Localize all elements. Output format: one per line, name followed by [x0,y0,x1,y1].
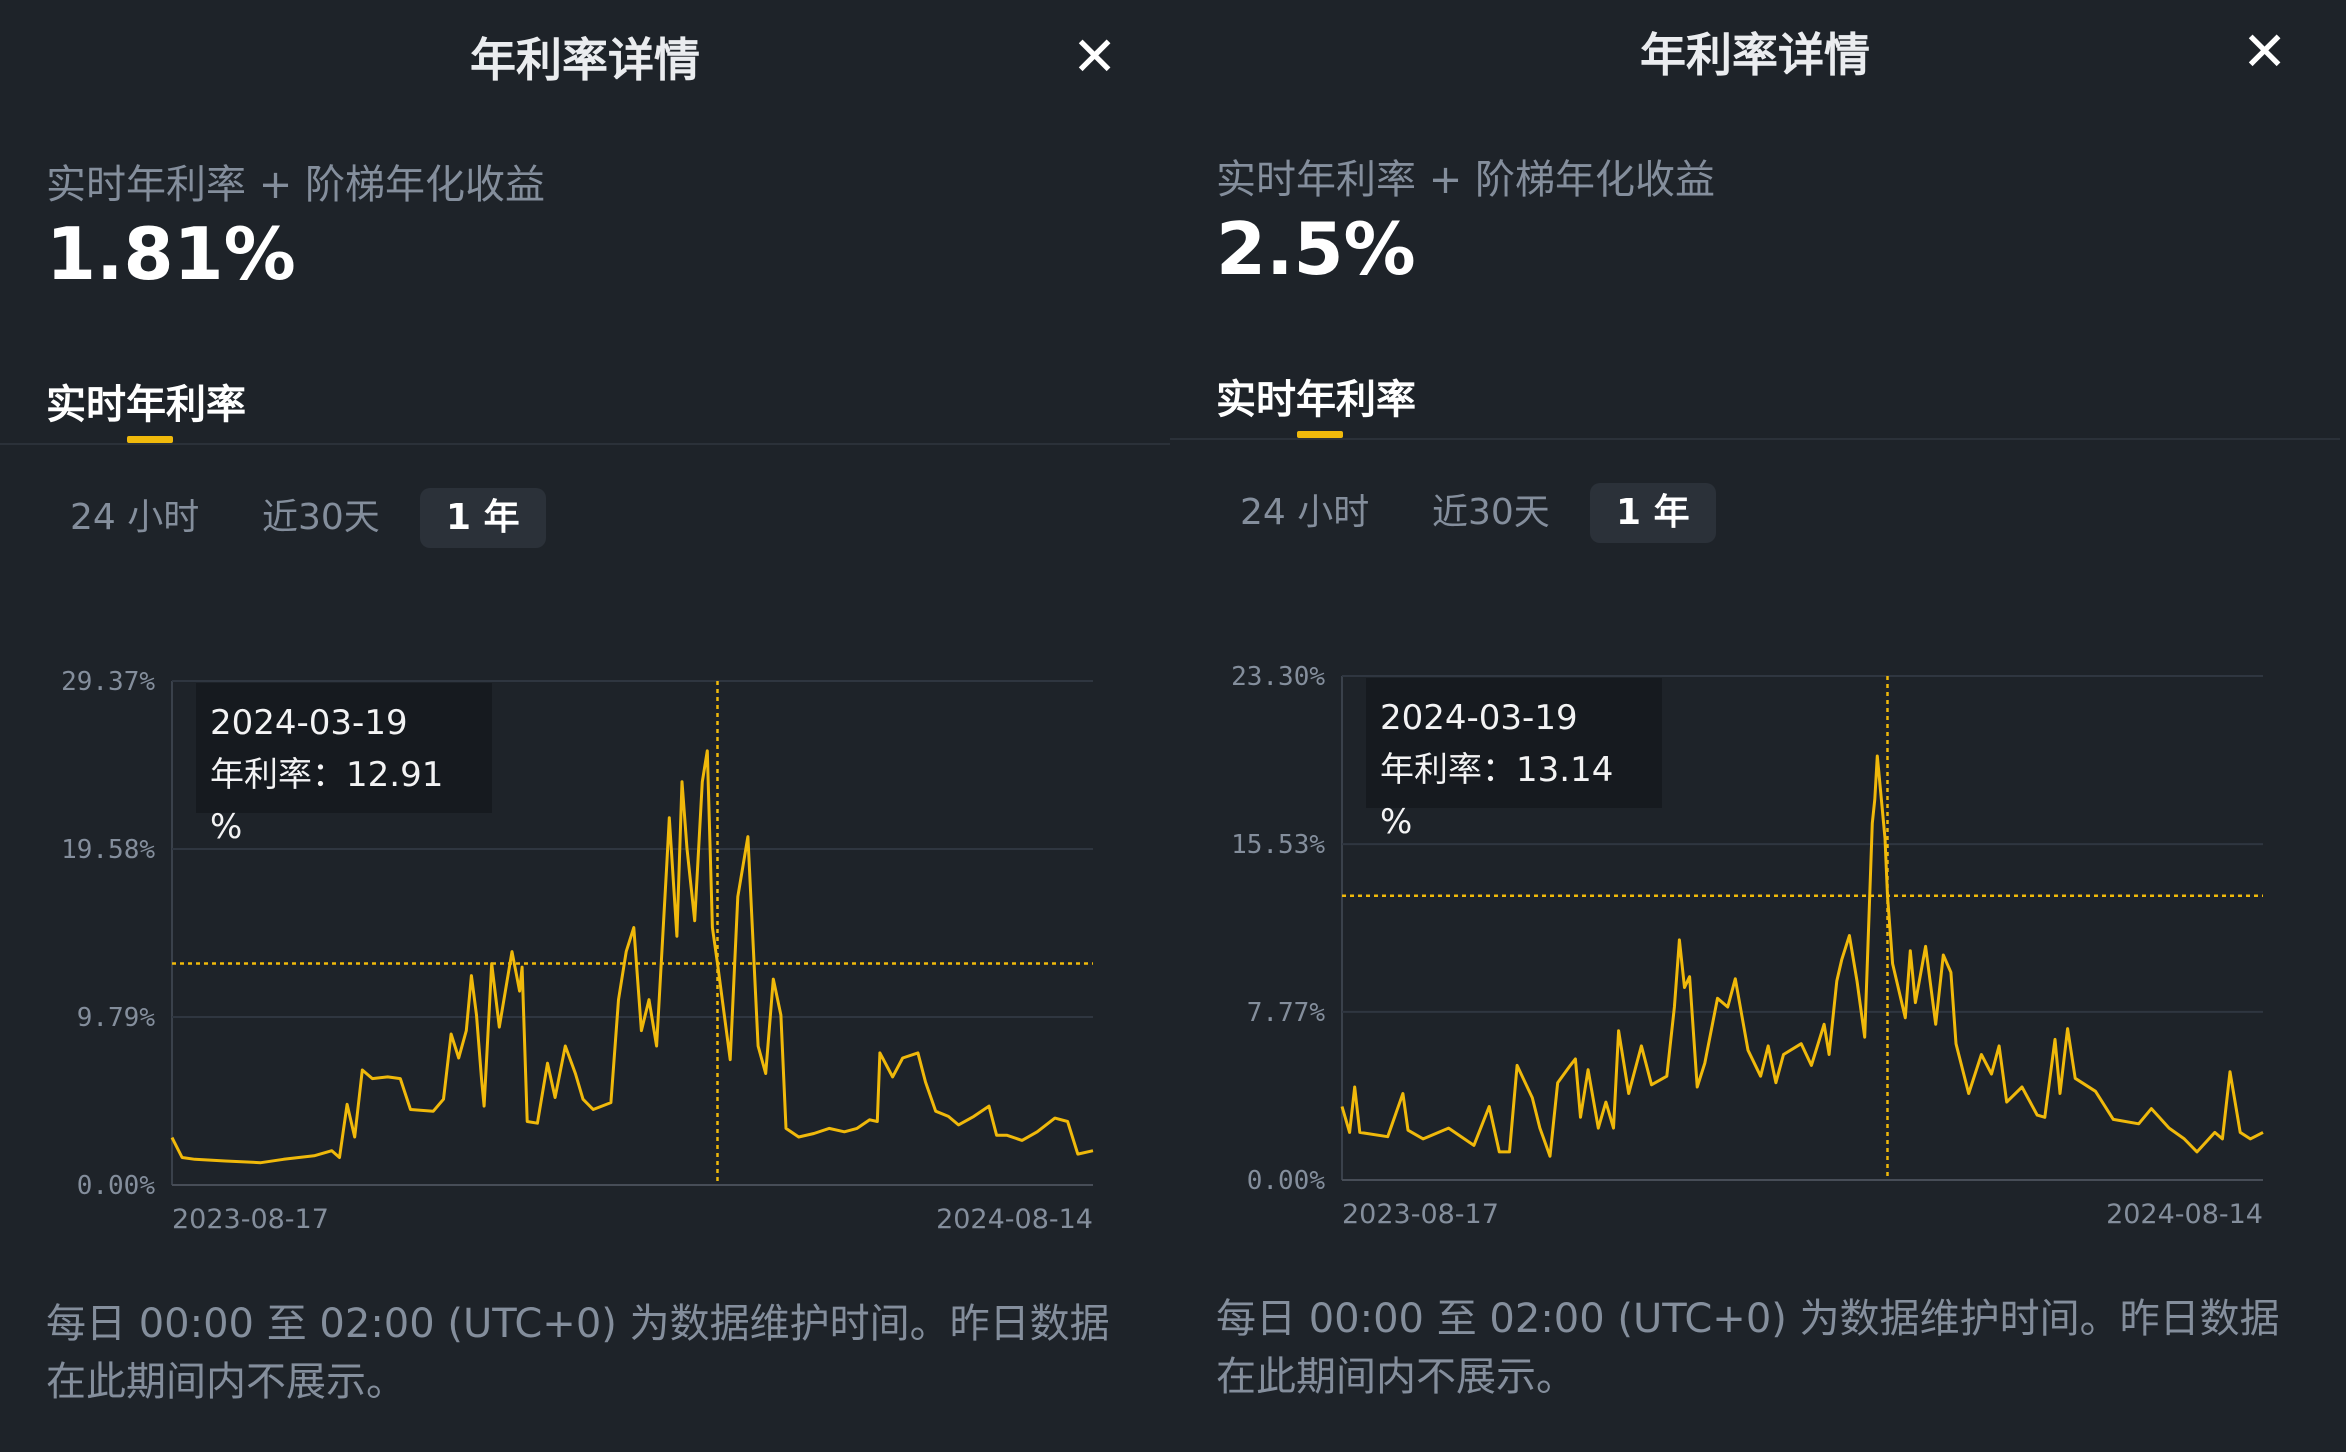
tab-active-indicator [1297,431,1343,438]
x-tick-label: 2023-08-17 [172,1204,329,1235]
tab-realtime-apr[interactable]: 实时年利率 [1216,377,1416,423]
apr-series-line [170,749,1094,1165]
tab-realtime-apr[interactable]: 实时年利率 [46,382,246,428]
range-30d[interactable]: 近30天 [1432,492,1550,533]
apr-series-line [1340,754,2264,1158]
x-tick-label: 2023-08-17 [1342,1199,1499,1230]
divider [0,443,1170,445]
x-tick-label: 2024-08-14 [2106,1199,2263,1230]
maintenance-note: 每日 00:00 至 02:00 (UTC+0) 为数据维护时间。昨日数据在此期… [1216,1296,2280,1400]
range-24h[interactable]: 24 小时 [1240,492,1370,533]
modal-title: 年利率详情 [1640,28,1870,82]
y-tick-label: 23.30% [1231,662,1325,692]
apr-value: 1.81% [46,212,296,296]
range-1y[interactable]: 1 年 [1590,483,1716,543]
tooltip-date: 2024-03-19 [210,703,408,743]
y-tick-label: 29.37% [61,667,155,697]
apr-line-chart[interactable]: 0.00% 7.77% 15.53% 23.30% 2023-08-17 2024-08-… [1170,635,2340,1255]
y-tick-label: 0.00% [1247,1166,1326,1196]
divider [1170,438,2340,440]
tooltip-label: 年利率： [1380,750,1516,790]
close-icon[interactable]: ✕ [2242,20,2288,83]
range-30d[interactable]: 近30天 [262,497,380,538]
x-tick-label: 2024-08-14 [936,1204,1093,1235]
tooltip-label: 年利率： [210,755,346,795]
y-tick-label: 15.53% [1231,830,1325,860]
tooltip-date: 2024-03-19 [1380,698,1578,738]
tooltip-value: 13.14 % [1380,750,1614,842]
apr-line-chart[interactable]: 0.00% 9.79% 19.58% 29.37% 2023-08-17 2024-08-… [0,640,1170,1260]
apr-subtitle: 实时年利率 + 阶梯年化收益 [46,162,545,208]
apr-subtitle: 实时年利率 + 阶梯年化收益 [1216,157,1715,203]
maintenance-note: 每日 00:00 至 02:00 (UTC+0) 为数据维护时间。昨日数据在此期… [46,1301,1110,1405]
modal-title: 年利率详情 [470,33,700,87]
range-24h[interactable]: 24 小时 [70,497,200,538]
y-tick-label: 0.00% [77,1171,156,1201]
y-tick-label: 7.77% [1247,998,1326,1028]
close-icon[interactable]: ✕ [1072,25,1118,88]
range-1y[interactable]: 1 年 [420,488,546,548]
apr-detail-panel-right: 年利率详情 ✕ 实时年利率 + 阶梯年化收益 2.5% 实时年利率 24 小时 … [1170,0,2343,1447]
y-tick-label: 19.58% [61,835,155,865]
apr-value: 2.5% [1216,207,1416,291]
chart-tooltip: 2024-03-19 年利率：12.91 % [196,683,492,847]
tab-active-indicator [127,436,173,443]
y-tick-label: 9.79% [77,1003,156,1033]
tooltip-value: 12.91 % [210,755,444,847]
apr-detail-panel-left: 年利率详情 ✕ 实时年利率 + 阶梯年化收益 1.81% 实时年利率 24 小时… [0,25,1170,1405]
chart-tooltip: 2024-03-19 年利率：13.14 % [1366,678,1662,842]
